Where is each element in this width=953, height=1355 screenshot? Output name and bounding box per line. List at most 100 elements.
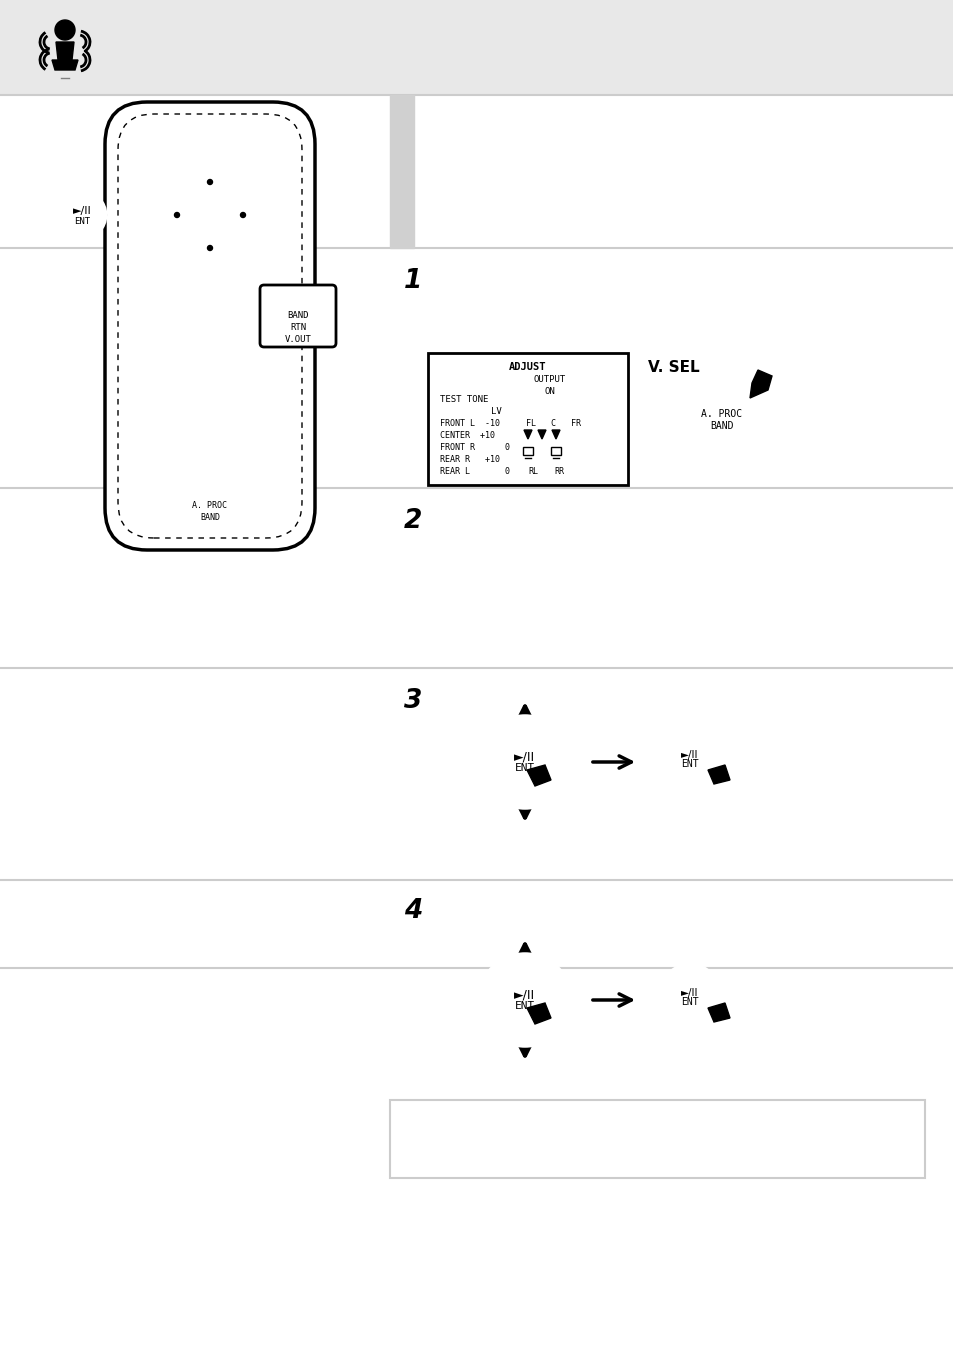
Text: ►/II: ►/II bbox=[72, 206, 91, 215]
FancyBboxPatch shape bbox=[551, 447, 560, 455]
Circle shape bbox=[208, 245, 213, 251]
Polygon shape bbox=[537, 430, 545, 439]
Text: CENTER  +10: CENTER +10 bbox=[439, 431, 495, 439]
Circle shape bbox=[687, 967, 691, 972]
Circle shape bbox=[563, 997, 568, 1003]
Text: V.OUT: V.OUT bbox=[284, 335, 311, 344]
Circle shape bbox=[394, 892, 432, 930]
Text: LV: LV bbox=[491, 406, 501, 416]
Text: V. SEL: V. SEL bbox=[647, 360, 699, 375]
Circle shape bbox=[659, 757, 663, 762]
Text: FRONT L  -10: FRONT L -10 bbox=[439, 419, 499, 427]
Circle shape bbox=[673, 743, 705, 775]
Circle shape bbox=[58, 191, 106, 238]
Text: ENT: ENT bbox=[515, 763, 535, 772]
Circle shape bbox=[478, 715, 571, 808]
Circle shape bbox=[522, 1038, 527, 1043]
Polygon shape bbox=[523, 430, 532, 439]
Polygon shape bbox=[707, 766, 729, 785]
Bar bbox=[390, 1100, 924, 1177]
Polygon shape bbox=[526, 766, 551, 786]
Polygon shape bbox=[56, 42, 74, 60]
Circle shape bbox=[481, 997, 486, 1003]
Text: RL: RL bbox=[527, 466, 537, 476]
Text: FL   C   FR: FL C FR bbox=[525, 419, 580, 427]
Text: ENT: ENT bbox=[74, 217, 90, 225]
Circle shape bbox=[716, 757, 720, 762]
Polygon shape bbox=[707, 1003, 729, 1022]
Circle shape bbox=[208, 179, 213, 184]
Text: FRONT R      0: FRONT R 0 bbox=[439, 443, 510, 451]
Circle shape bbox=[196, 356, 223, 383]
Circle shape bbox=[687, 785, 691, 789]
Circle shape bbox=[196, 276, 223, 304]
Circle shape bbox=[196, 317, 223, 343]
Text: ENT: ENT bbox=[680, 759, 699, 770]
Circle shape bbox=[159, 317, 185, 343]
Text: RR: RR bbox=[554, 466, 563, 476]
Text: REAR R   +10: REAR R +10 bbox=[439, 454, 499, 463]
Text: A. PROC: A. PROC bbox=[700, 409, 741, 419]
Circle shape bbox=[691, 373, 751, 432]
Circle shape bbox=[563, 760, 568, 764]
Polygon shape bbox=[749, 370, 771, 398]
FancyBboxPatch shape bbox=[105, 102, 314, 550]
Text: BAND: BAND bbox=[287, 310, 309, 320]
Circle shape bbox=[394, 682, 432, 720]
Text: TEST TONE: TEST TONE bbox=[439, 394, 488, 404]
Circle shape bbox=[159, 276, 185, 304]
Text: RTN: RTN bbox=[290, 322, 306, 332]
Circle shape bbox=[659, 995, 663, 999]
Text: OUTPUT: OUTPUT bbox=[534, 374, 565, 383]
Circle shape bbox=[478, 954, 571, 1046]
Text: ►/II: ►/II bbox=[514, 751, 535, 763]
Text: ►/II: ►/II bbox=[680, 988, 698, 999]
Circle shape bbox=[687, 1023, 691, 1027]
Circle shape bbox=[234, 276, 261, 304]
Polygon shape bbox=[552, 430, 559, 439]
Text: BAND: BAND bbox=[200, 512, 220, 522]
Circle shape bbox=[394, 501, 432, 541]
Circle shape bbox=[234, 356, 261, 383]
Circle shape bbox=[234, 317, 261, 343]
Circle shape bbox=[522, 801, 527, 805]
Circle shape bbox=[55, 20, 75, 41]
Circle shape bbox=[716, 995, 720, 999]
Circle shape bbox=[174, 213, 179, 218]
Text: ON: ON bbox=[544, 386, 555, 396]
Circle shape bbox=[502, 740, 546, 785]
FancyBboxPatch shape bbox=[260, 285, 335, 347]
Text: ADJUST: ADJUST bbox=[509, 362, 546, 373]
Text: ►/II: ►/II bbox=[680, 751, 698, 760]
Circle shape bbox=[186, 454, 233, 501]
Text: 4: 4 bbox=[403, 898, 422, 924]
Text: BAND: BAND bbox=[709, 421, 733, 431]
Text: ►/II: ►/II bbox=[514, 989, 535, 1001]
Circle shape bbox=[162, 167, 257, 263]
Ellipse shape bbox=[675, 118, 714, 142]
FancyBboxPatch shape bbox=[522, 447, 533, 455]
Circle shape bbox=[394, 262, 432, 299]
Circle shape bbox=[522, 957, 527, 962]
Text: 3: 3 bbox=[403, 688, 422, 714]
Text: ENT: ENT bbox=[515, 1001, 535, 1011]
Bar bbox=[428, 354, 627, 485]
Circle shape bbox=[658, 965, 721, 1028]
Circle shape bbox=[658, 728, 721, 791]
Bar bbox=[0, 0, 953, 95]
Text: ENT: ENT bbox=[680, 997, 699, 1007]
Circle shape bbox=[481, 760, 486, 764]
Circle shape bbox=[159, 356, 185, 383]
Polygon shape bbox=[526, 1003, 551, 1024]
Circle shape bbox=[673, 981, 705, 1014]
Circle shape bbox=[240, 213, 245, 218]
Text: REAR L       0: REAR L 0 bbox=[439, 466, 510, 476]
Ellipse shape bbox=[651, 146, 691, 169]
Circle shape bbox=[687, 729, 691, 733]
Text: A. PROC: A. PROC bbox=[193, 500, 227, 509]
Circle shape bbox=[502, 978, 546, 1022]
Text: 1: 1 bbox=[403, 268, 422, 294]
Ellipse shape bbox=[629, 118, 669, 142]
Circle shape bbox=[64, 196, 100, 233]
Text: 2: 2 bbox=[403, 508, 422, 534]
